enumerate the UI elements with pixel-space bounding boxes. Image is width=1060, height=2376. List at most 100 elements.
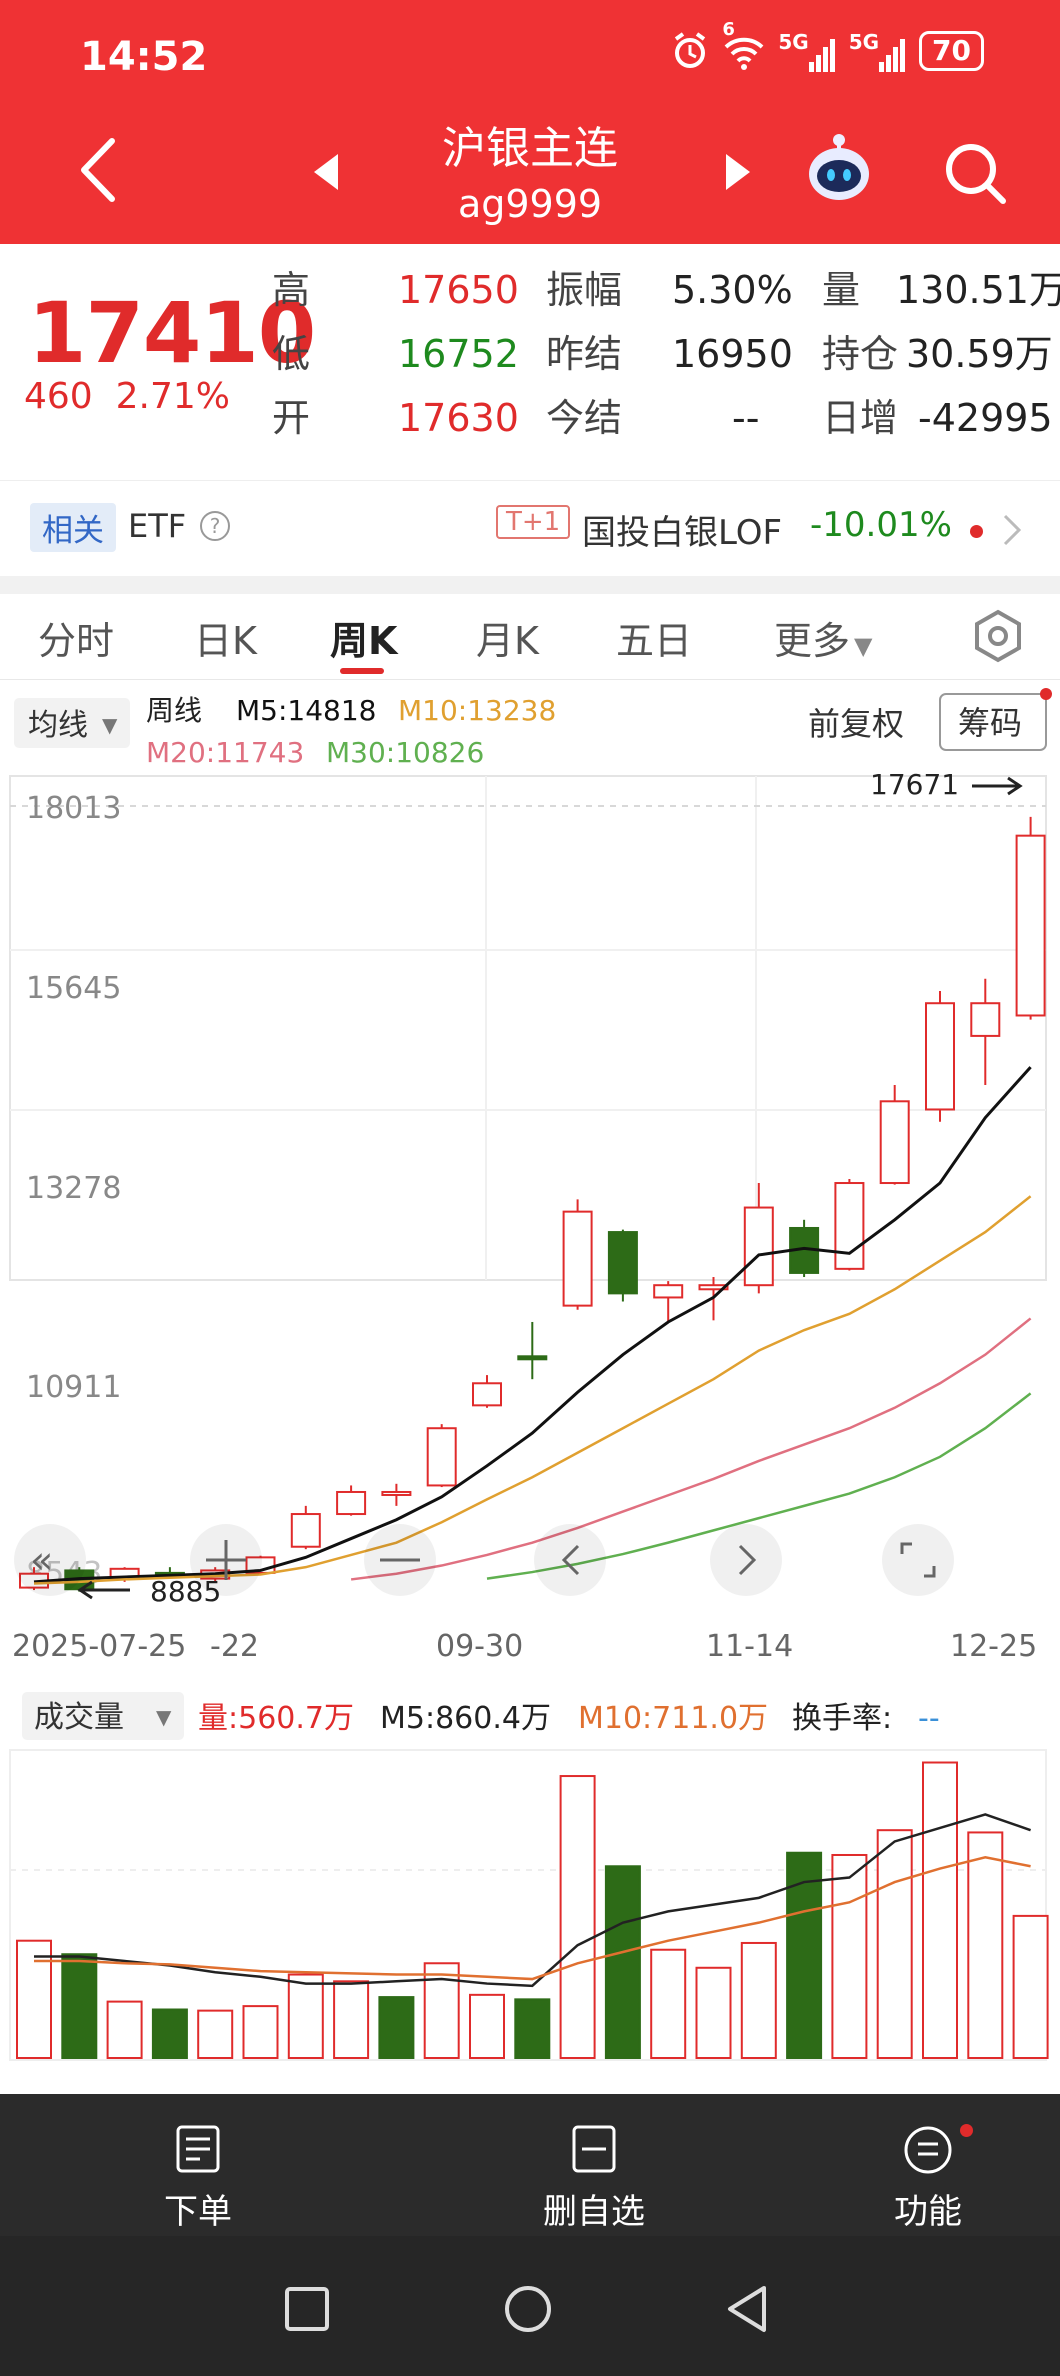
volume-bar [469, 1993, 505, 2059]
prev-settle-label: 昨结 [546, 332, 623, 376]
home-icon[interactable] [503, 2284, 553, 2334]
function-alert-dot [960, 2124, 973, 2137]
double-chevron-left-icon: « [30, 1538, 53, 1582]
today-settle-value: -- [732, 396, 760, 440]
indicator-label: 均线 [28, 708, 88, 743]
adjust-label[interactable]: 前复权 [808, 705, 904, 743]
candle-body [381, 1490, 412, 1496]
caret-down-icon: ▼ [156, 1705, 172, 1729]
page-title: 沪银主连 [442, 123, 618, 174]
candle-body [426, 1427, 457, 1487]
help-icon[interactable]: ? [200, 511, 230, 541]
ma30-line [486, 1392, 1032, 1580]
quote-panel: 17410 460 2.71% 高 17650 振幅 5.30% 量 130.5… [0, 244, 1060, 480]
prev-contract-button[interactable] [306, 148, 346, 196]
turnover-label: 换手率: [792, 1701, 892, 1736]
volume-bar [786, 1851, 823, 2059]
etf-label: ETF [128, 507, 187, 545]
volume-bar [604, 1865, 641, 2059]
order-button[interactable]: 下单 [118, 2124, 278, 2233]
battery-icon: 70 [919, 31, 984, 71]
chip-dot [1040, 688, 1052, 700]
settings-hex-icon[interactable] [970, 608, 1026, 664]
divider [0, 576, 1060, 594]
volume-bar [695, 1966, 732, 2060]
fullscreen-icon [900, 1542, 936, 1578]
volume-ma5-line [34, 1813, 1032, 1988]
volume-bar [16, 1939, 52, 2059]
robot-assistant-icon[interactable] [802, 130, 876, 204]
low-marker-label: 8885 [150, 1575, 221, 1608]
price-change: 460 2.71% [24, 376, 230, 417]
remove-icon [572, 2125, 616, 2173]
x-tick-label: 2025-07-25 [12, 1629, 186, 1664]
volume-bar [242, 2005, 279, 2059]
candle-body [517, 1355, 548, 1361]
arrow-left-icon [77, 1580, 130, 1600]
indicator-dropdown[interactable] [14, 698, 130, 748]
x-tick-label: 12-25 [950, 1629, 1037, 1664]
tab-more[interactable]: 更多 ▼ [774, 619, 873, 663]
search-icon[interactable] [940, 138, 1010, 208]
open-interest-label: 持仓 [822, 332, 899, 376]
signal-5g-2: 5G [849, 30, 907, 72]
volume-chart[interactable]: 成交量 ▼ 量:560.7万 M5:860.4万 M10:711.0万 换手率:… [0, 1670, 1060, 2070]
volume-indicator-label: 成交量 [34, 1700, 124, 1735]
menu-icon [904, 2126, 952, 2174]
chart-header: 均线 ▼ 周线 M5:14818 M10:13238 M20:11743 M30… [14, 688, 1052, 769]
tab-daily[interactable]: 日K [194, 619, 257, 663]
daily-increase-label: 日增 [822, 396, 899, 440]
back-button[interactable] [70, 135, 130, 205]
volume-ma10-line [34, 1855, 1031, 1981]
tab-weekly[interactable]: 周K [330, 619, 398, 663]
volume-bar [1012, 1914, 1049, 2059]
function-button[interactable]: 功能 [848, 2124, 1008, 2233]
volume-bar [423, 1962, 460, 2059]
scroll-right-button[interactable] [710, 1524, 782, 1596]
recents-icon[interactable] [284, 2286, 330, 2332]
alarm-icon [675, 32, 706, 68]
wifi-badge: 6 [722, 19, 735, 40]
etf-change: -10.01% [810, 505, 952, 545]
high-marker-label: 17671 [870, 768, 959, 801]
volume-bar [61, 1953, 98, 2059]
related-etf-row[interactable]: 相关 ETF ? T+1 国投白银LOF -10.01% [0, 480, 1060, 576]
y-tick-label: 18013 [26, 791, 121, 826]
ma10-label: M10:13238 [398, 694, 556, 727]
page-subtitle: ag9999 [457, 182, 603, 226]
volume-bar [831, 1853, 868, 2059]
tab-five-day[interactable]: 五日 [616, 619, 693, 663]
scroll-left-button[interactable] [534, 1524, 606, 1596]
volume-indicator-dropdown[interactable] [22, 1692, 184, 1740]
candle-body [290, 1513, 321, 1548]
ma5-label: M5:14818 [236, 694, 376, 727]
chevron-right-icon[interactable] [1000, 513, 1024, 547]
volume-bar [559, 1775, 596, 2060]
volume-value: 量:560.7万 [198, 1701, 354, 1736]
prev-settle-value: 16950 [672, 332, 793, 376]
order-icon [176, 2125, 220, 2173]
kline-chart[interactable]: 均线 ▼ 周线 M5:14818 M10:13238 M20:11743 M30… [0, 680, 1060, 1670]
today-settle-label: 今结 [546, 396, 623, 440]
chart-controls: « [14, 1524, 954, 1596]
tab-monthly[interactable]: 月K [476, 619, 539, 663]
tab-indicator [340, 668, 384, 674]
back-nav-icon[interactable] [724, 2284, 772, 2334]
candle-body [336, 1490, 367, 1516]
ma20-line [350, 1317, 1032, 1581]
fullscreen-button[interactable] [882, 1524, 954, 1596]
tab-intraday[interactable]: 分时 [38, 619, 115, 663]
volume-bar [967, 1831, 1004, 2059]
ma10-line [33, 1195, 1032, 1585]
chip-button[interactable] [939, 693, 1047, 751]
ma5-line [33, 1066, 1032, 1584]
chevron-right-icon [738, 1544, 757, 1576]
scroll-to-start-button[interactable] [14, 1524, 86, 1596]
volume-bar [151, 2008, 188, 2059]
candle-body [879, 1100, 910, 1185]
remove-watchlist-button[interactable]: 删自选 [514, 2124, 674, 2233]
next-contract-button[interactable] [718, 148, 758, 196]
etf-name[interactable]: 国投白银LOF [582, 513, 783, 553]
bottom-action-bar: 下单 删自选 功能 [0, 2094, 1060, 2236]
y-tick-label: 13278 [26, 1171, 121, 1206]
